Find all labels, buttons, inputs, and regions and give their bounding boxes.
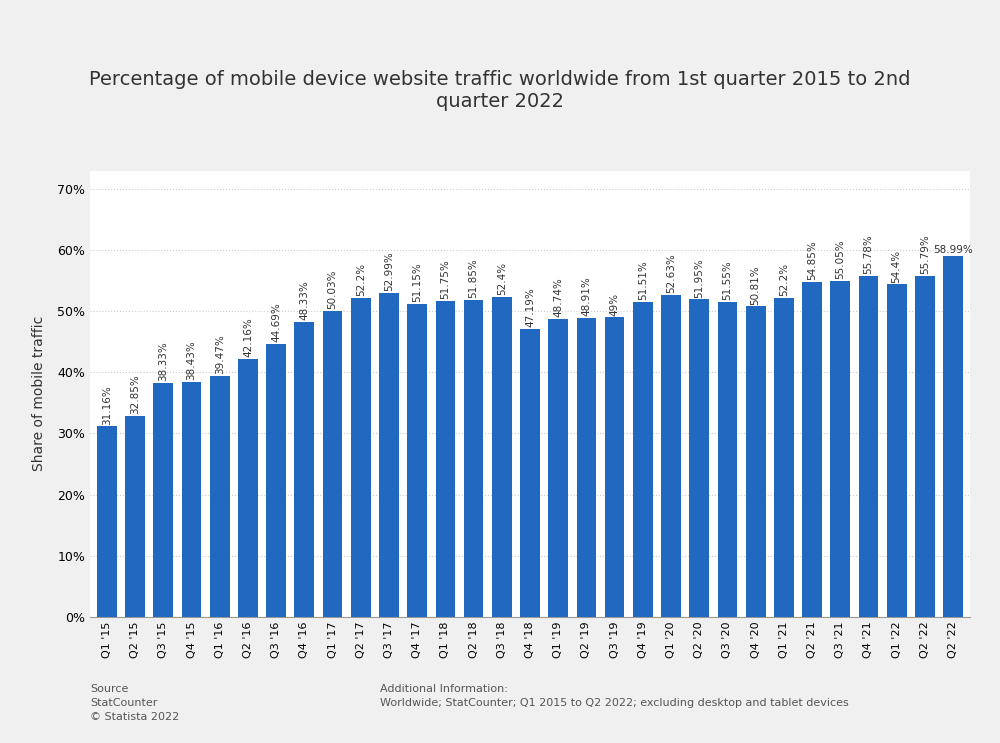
Bar [577,318,596,617]
Text: Additional Information:
Worldwide; StatCounter; Q1 2015 to Q2 2022; excluding de: Additional Information: Worldwide; StatC… [380,684,849,707]
Bar [802,282,822,617]
Text: 49%: 49% [610,293,620,316]
Text: 54.85%: 54.85% [807,240,817,280]
Text: 32.85%: 32.85% [130,374,140,415]
Text: 54.4%: 54.4% [892,250,902,282]
Bar [407,305,427,617]
Bar [718,302,737,617]
Text: 52.99%: 52.99% [384,252,394,291]
Bar [436,301,455,617]
Text: 55.79%: 55.79% [920,234,930,274]
Text: 52.2%: 52.2% [356,263,366,296]
Text: 50.81%: 50.81% [751,265,761,305]
Bar [774,298,794,617]
Text: 50.03%: 50.03% [328,270,338,309]
Text: 31.16%: 31.16% [102,385,112,424]
Bar [830,281,850,617]
Text: 42.16%: 42.16% [243,318,253,357]
Bar [520,328,540,617]
Text: 51.85%: 51.85% [469,259,479,298]
Text: 38.33%: 38.33% [158,341,168,380]
Text: 51.55%: 51.55% [722,260,732,300]
Bar [633,302,653,617]
Text: 48.91%: 48.91% [581,276,591,317]
Text: 55.78%: 55.78% [863,235,873,274]
Text: 52.63%: 52.63% [666,253,676,293]
Text: 52.4%: 52.4% [497,262,507,295]
Bar [746,306,766,617]
Bar [887,285,907,617]
Bar [125,416,145,617]
Text: 58.99%: 58.99% [933,244,973,255]
Bar [689,299,709,617]
Text: Percentage of mobile device website traffic worldwide from 1st quarter 2015 to 2: Percentage of mobile device website traf… [89,71,911,111]
Text: 47.19%: 47.19% [525,287,535,327]
Text: Source
StatCounter
© Statista 2022: Source StatCounter © Statista 2022 [90,684,179,721]
Text: 48.33%: 48.33% [299,280,309,319]
Bar [548,319,568,617]
Bar [379,293,399,617]
Text: 39.47%: 39.47% [215,334,225,374]
Bar [266,344,286,617]
Y-axis label: Share of mobile traffic: Share of mobile traffic [32,317,46,471]
Bar [210,376,230,617]
Bar [294,322,314,617]
Text: 51.51%: 51.51% [638,261,648,300]
Bar [182,382,201,617]
Bar [238,359,258,617]
Bar [153,383,173,617]
Bar [915,276,935,617]
Bar [492,296,512,617]
Text: 38.43%: 38.43% [187,340,197,380]
Text: 51.15%: 51.15% [412,263,422,302]
Text: 51.75%: 51.75% [440,259,450,299]
Bar [943,256,963,617]
Bar [859,276,878,617]
Text: 44.69%: 44.69% [271,302,281,342]
Text: 52.2%: 52.2% [779,263,789,296]
Bar [351,298,371,617]
Bar [661,295,681,617]
Bar [605,317,624,617]
Text: 48.74%: 48.74% [553,277,563,317]
Bar [97,426,117,617]
Bar [464,300,483,617]
Text: 51.95%: 51.95% [694,258,704,298]
Text: 55.05%: 55.05% [835,239,845,279]
Bar [323,311,342,617]
